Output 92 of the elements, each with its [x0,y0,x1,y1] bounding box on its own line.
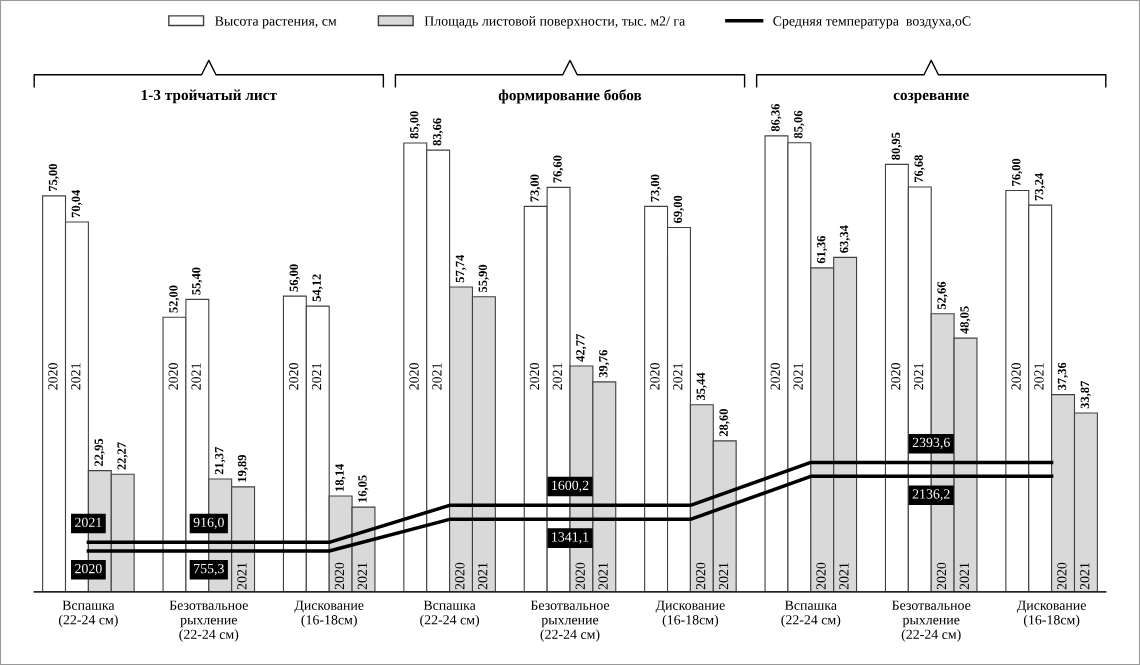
text: созревание [893,92,969,104]
data-label: 83,66 [432,118,444,146]
x-tick-label: Вспашка (22-24 см) [420,600,480,628]
data-label: 63,34 [839,225,851,253]
annotation: 2020 [575,562,585,590]
data-label: 76,68 [914,155,925,183]
data-label: 2393,6 [912,437,950,450]
data-label: 70,04 [71,189,82,218]
data-label: 85,06 [794,110,805,139]
x-tick-label: Вспашка (22-24 см) [781,600,841,628]
data-label: 54,12 [312,274,323,302]
annotation: 2021 [357,562,367,590]
annotation: 2021 [75,517,102,528]
data-label: 57,74 [455,254,466,283]
data-label: 76,60 [553,155,564,183]
annotation: 2020 [334,562,345,590]
x-tick-label: Дискование (16-18см) [1016,600,1086,628]
annotation: 2020 [936,562,947,590]
legend-label: Площадь листовой поверхности, тыс. м2/ га [424,16,686,29]
text: формирование бобов [498,89,642,104]
annotation: 2020 [891,363,901,390]
data-label: 39,76 [599,349,610,378]
data-label: 73,24 [1034,173,1046,201]
annotation: 2021 [598,562,608,590]
data-label: 18,14 [335,464,346,491]
annotation: 2020 [409,363,419,390]
data-label: 37,36 [1057,362,1068,390]
annotation: 2021 [552,363,563,390]
data-label: 42,77 [576,334,587,362]
data-label: 55,90 [478,264,489,293]
annotation: 2021 [71,363,81,390]
data-label: 35,44 [696,372,707,401]
data-label: 52,66 [937,281,948,310]
data-label: 33,87 [1080,381,1091,409]
legend-label: Высота растения, см [215,16,337,29]
annotation: 2021 [1034,363,1044,390]
data-label: 48,05 [960,306,971,334]
annotation: 2021 [478,562,488,590]
annotation: 2021 [718,562,729,590]
annotation: 2020 [695,562,706,590]
data-label: 22,27 [117,442,128,470]
x-tick-label: Безотвальное рыхление (22-24 см) [530,600,610,642]
x-tick-label: Дискование (16-18см) [294,600,364,628]
data-label: 73,00 [530,174,541,202]
annotation: 2020 [48,363,58,390]
data-label: 86,36 [771,103,782,132]
data-label: 19,89 [237,454,249,482]
x-tick-label: Дискование (16-18см) [655,600,725,628]
x-tick-label: Безотвальное рыхление (22-24 см) [892,600,971,642]
annotation: 2020 [1011,363,1021,390]
annotation: 2021 [793,363,803,390]
annotation: 2020 [1057,562,1067,590]
data-label: 73,00 [650,174,662,202]
data-label: 21,37 [214,447,226,475]
data-label: 52,00 [169,285,180,313]
annotation: 2020 [770,363,780,390]
text: 1-3 тройчатый лист [141,89,277,104]
data-label: 2136,2 [912,489,950,501]
annotation: 2021 [311,363,322,390]
data-label: 76,00 [1012,158,1023,186]
annotation: 2021 [839,562,849,590]
annotation: 2021 [237,562,247,590]
annotation: 2021 [1080,562,1090,590]
annotation: 2021 [432,363,442,390]
annotation: 2020 [168,363,178,390]
annotation: 2021 [191,363,201,390]
data-label: 916,0 [193,517,224,530]
x-tick-label: Безотвальное рыхление (22-24 см) [169,600,248,642]
data-label: 1600,2 [552,480,589,493]
annotation: 2020 [816,562,826,590]
data-label: 755,3 [194,563,224,576]
data-label: 22,95 [94,438,105,466]
data-label: 75,00 [48,164,60,191]
annotation: 2021 [673,363,683,390]
data-label: 55,40 [192,267,203,295]
data-label: 1341,1 [552,532,589,544]
annotation: 2020 [650,363,660,390]
legend-label: Средняя температура воздуха,оС [773,16,971,29]
annotation: 2021 [913,363,924,390]
annotation: 2020 [288,363,299,390]
data-label: 80,95 [891,132,902,160]
data-label: 28,60 [719,409,730,437]
annotation: 2020 [75,563,102,574]
data-label: 85,00 [409,111,421,139]
data-label: 56,00 [289,264,300,292]
annotation: 2021 [959,562,970,590]
data-label: 61,36 [816,235,828,264]
annotation: 2020 [455,562,465,590]
data-label: 16,05 [358,475,369,502]
x-tick-label: Вспашка (22-24 см) [58,600,118,628]
data-label: 69,00 [673,195,684,223]
annotation: 2020 [529,363,540,390]
